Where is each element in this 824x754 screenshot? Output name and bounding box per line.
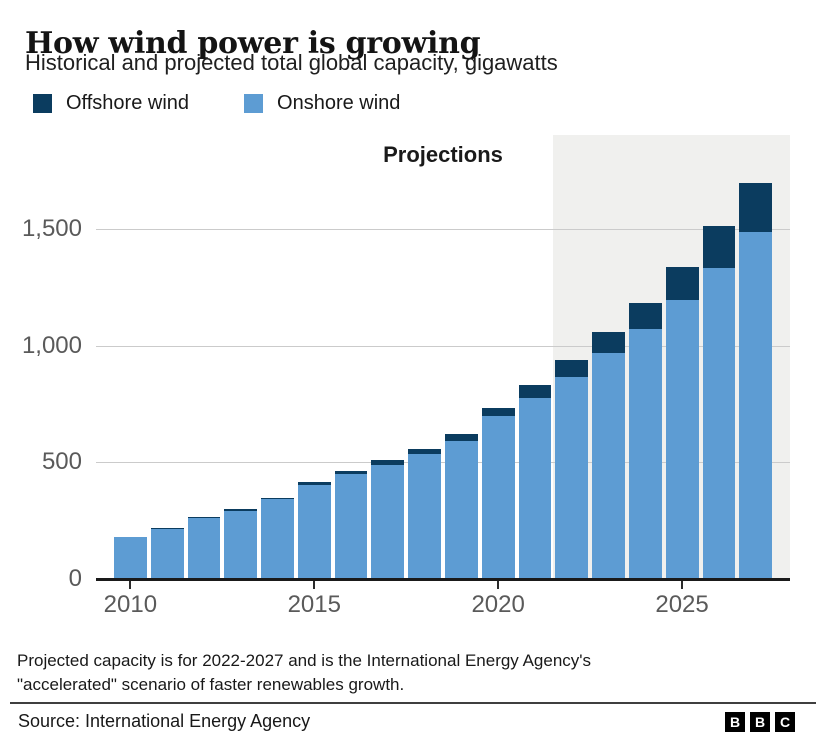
x-tick-2010 — [129, 581, 132, 589]
offshore-segment-2026 — [702, 226, 736, 269]
onshore-segment-2010 — [114, 537, 147, 579]
bbc-logo-letter: C — [775, 712, 795, 732]
onshore-segment-2022 — [555, 377, 589, 579]
bar-2022 — [555, 134, 589, 579]
onshore-segment-2024 — [628, 329, 662, 579]
y-tick-label-1,000: 1,000 — [21, 331, 82, 359]
source-credit: Source: International Energy Agency — [18, 711, 311, 731]
bar-2011 — [150, 134, 184, 579]
legend-item-onshore: Onshore wind — [244, 92, 400, 115]
offshore-segment-2013 — [224, 508, 258, 511]
offshore-swatch-icon — [33, 94, 52, 113]
bar-2018 — [408, 134, 442, 579]
x-axis-line — [96, 578, 790, 581]
legend-item-offshore: Offshore wind — [33, 92, 189, 115]
onshore-segment-2018 — [408, 454, 442, 579]
footer-divider — [10, 702, 816, 704]
offshore-segment-2010 — [114, 536, 147, 538]
plot-area: Projections — [96, 134, 790, 579]
offshore-segment-2022 — [555, 360, 589, 378]
bar-2027 — [739, 134, 773, 579]
offshore-segment-2019 — [445, 434, 478, 441]
offshore-segment-2023 — [592, 332, 625, 353]
projections-label: Projections — [383, 142, 503, 167]
y-tick-label-500: 500 — [41, 448, 82, 476]
bar-2023 — [592, 134, 625, 579]
bars-container — [96, 134, 790, 579]
onshore-segment-2016 — [334, 473, 368, 579]
bbc-logo-letter: B — [750, 712, 770, 732]
offshore-segment-2014 — [261, 497, 294, 500]
onshore-segment-2023 — [592, 352, 625, 579]
offshore-segment-2018 — [408, 448, 442, 455]
bbc-logo: B B C — [725, 712, 795, 732]
offshore-segment-2016 — [334, 470, 368, 474]
offshore-segment-2025 — [665, 267, 699, 300]
onshore-segment-2027 — [739, 232, 773, 579]
x-tick-label-2010: 2010 — [103, 591, 158, 618]
x-tick-2020 — [497, 581, 500, 589]
bar-2015 — [297, 134, 331, 579]
onshore-swatch-icon — [244, 94, 264, 113]
gridline-1500 — [96, 228, 790, 230]
x-tick-2015 — [313, 581, 316, 589]
legend-label-offshore: Offshore wind — [66, 92, 190, 114]
onshore-segment-2019 — [445, 440, 478, 579]
gridline-1000 — [96, 345, 790, 347]
chart-subtitle: Historical and projected total global ca… — [25, 50, 558, 75]
chart-footnote: Projected capacity is for 2022-2027 and … — [17, 649, 591, 697]
x-tick-2025 — [681, 581, 684, 589]
offshore-segment-2015 — [297, 482, 331, 485]
bar-2019 — [445, 134, 478, 579]
offshore-segment-2024 — [628, 302, 662, 330]
onshore-segment-2021 — [518, 398, 552, 579]
bar-2010 — [114, 134, 147, 579]
offshore-segment-2012 — [187, 517, 221, 519]
offshore-segment-2011 — [150, 527, 184, 529]
bar-2014 — [261, 134, 294, 579]
onshore-segment-2013 — [224, 510, 258, 579]
offshore-segment-2017 — [371, 460, 405, 465]
chart-legend: Offshore wind Onshore wind — [33, 92, 400, 115]
onshore-segment-2014 — [261, 499, 294, 579]
x-tick-label-2015: 2015 — [287, 591, 341, 618]
onshore-segment-2011 — [150, 528, 184, 579]
y-tick-label-0: 0 — [68, 565, 82, 592]
bar-2024 — [628, 134, 662, 579]
bar-2016 — [334, 134, 368, 579]
x-tick-label-2020: 2020 — [471, 591, 525, 618]
onshore-segment-2025 — [665, 300, 699, 579]
bar-2026 — [702, 134, 736, 579]
x-tick-label-2025: 2025 — [655, 591, 709, 618]
onshore-segment-2017 — [371, 464, 405, 579]
bbc-logo-letter: B — [725, 712, 745, 732]
onshore-segment-2012 — [187, 518, 221, 579]
onshore-segment-2026 — [702, 268, 736, 579]
bar-2012 — [187, 134, 221, 579]
bar-2013 — [224, 134, 258, 579]
legend-label-onshore: Onshore wind — [277, 92, 401, 114]
offshore-segment-2020 — [481, 408, 515, 417]
offshore-segment-2027 — [739, 182, 773, 233]
y-tick-label-1,500: 1,500 — [21, 214, 82, 242]
gridline-500 — [96, 462, 790, 464]
onshore-segment-2015 — [297, 484, 331, 579]
page-title: How wind power is growing — [25, 26, 481, 62]
footnote-line1: Projected capacity is for 2022-2027 and … — [17, 651, 592, 670]
footnote-line2: "accelerated" scenario of faster renewab… — [17, 675, 405, 694]
bar-2021 — [518, 134, 552, 579]
bar-2020 — [481, 134, 515, 579]
bar-2025 — [665, 134, 699, 579]
offshore-segment-2021 — [518, 385, 552, 399]
onshore-segment-2020 — [481, 416, 515, 579]
bar-2017 — [371, 134, 405, 579]
